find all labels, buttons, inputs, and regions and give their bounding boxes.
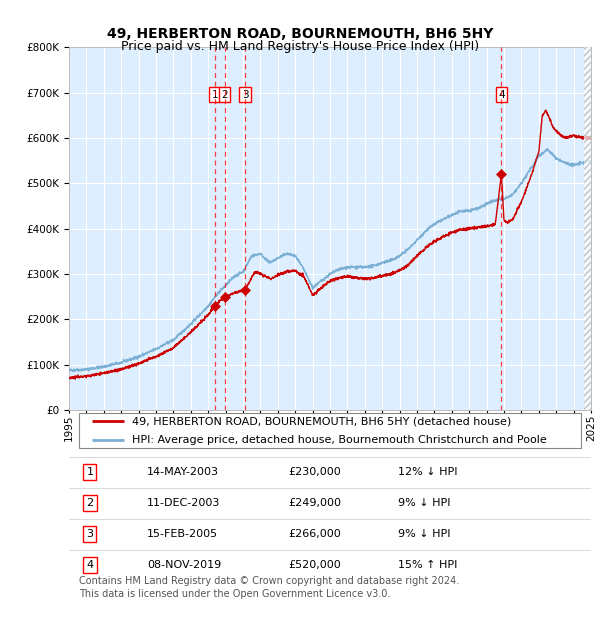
Text: 11-DEC-2003: 11-DEC-2003	[148, 498, 221, 508]
Text: 49, HERBERTON ROAD, BOURNEMOUTH, BH6 5HY (detached house): 49, HERBERTON ROAD, BOURNEMOUTH, BH6 5HY…	[131, 416, 511, 426]
Text: £230,000: £230,000	[288, 467, 341, 477]
Text: 15-FEB-2005: 15-FEB-2005	[148, 529, 218, 539]
Text: £520,000: £520,000	[288, 560, 341, 570]
Text: £266,000: £266,000	[288, 529, 341, 539]
Text: 2: 2	[86, 498, 94, 508]
Text: 4: 4	[498, 90, 505, 100]
Bar	[584, 47, 591, 410]
Text: 9% ↓ HPI: 9% ↓ HPI	[398, 498, 451, 508]
Text: Contains HM Land Registry data © Crown copyright and database right 2024.
This d: Contains HM Land Registry data © Crown c…	[79, 576, 460, 599]
Text: HPI: Average price, detached house, Bournemouth Christchurch and Poole: HPI: Average price, detached house, Bour…	[131, 435, 547, 445]
Text: 15% ↑ HPI: 15% ↑ HPI	[398, 560, 457, 570]
Text: 4: 4	[86, 560, 94, 570]
FancyBboxPatch shape	[79, 413, 581, 448]
Text: 12% ↓ HPI: 12% ↓ HPI	[398, 467, 457, 477]
Text: 49, HERBERTON ROAD, BOURNEMOUTH, BH6 5HY: 49, HERBERTON ROAD, BOURNEMOUTH, BH6 5HY	[107, 27, 493, 41]
Text: £249,000: £249,000	[288, 498, 341, 508]
Text: 14-MAY-2003: 14-MAY-2003	[148, 467, 220, 477]
Text: Price paid vs. HM Land Registry's House Price Index (HPI): Price paid vs. HM Land Registry's House …	[121, 40, 479, 53]
Text: 9% ↓ HPI: 9% ↓ HPI	[398, 529, 451, 539]
Text: 2: 2	[221, 90, 228, 100]
Text: 08-NOV-2019: 08-NOV-2019	[148, 560, 221, 570]
Text: 3: 3	[86, 529, 94, 539]
Text: 3: 3	[242, 90, 248, 100]
Text: 1: 1	[211, 90, 218, 100]
Text: 1: 1	[86, 467, 94, 477]
